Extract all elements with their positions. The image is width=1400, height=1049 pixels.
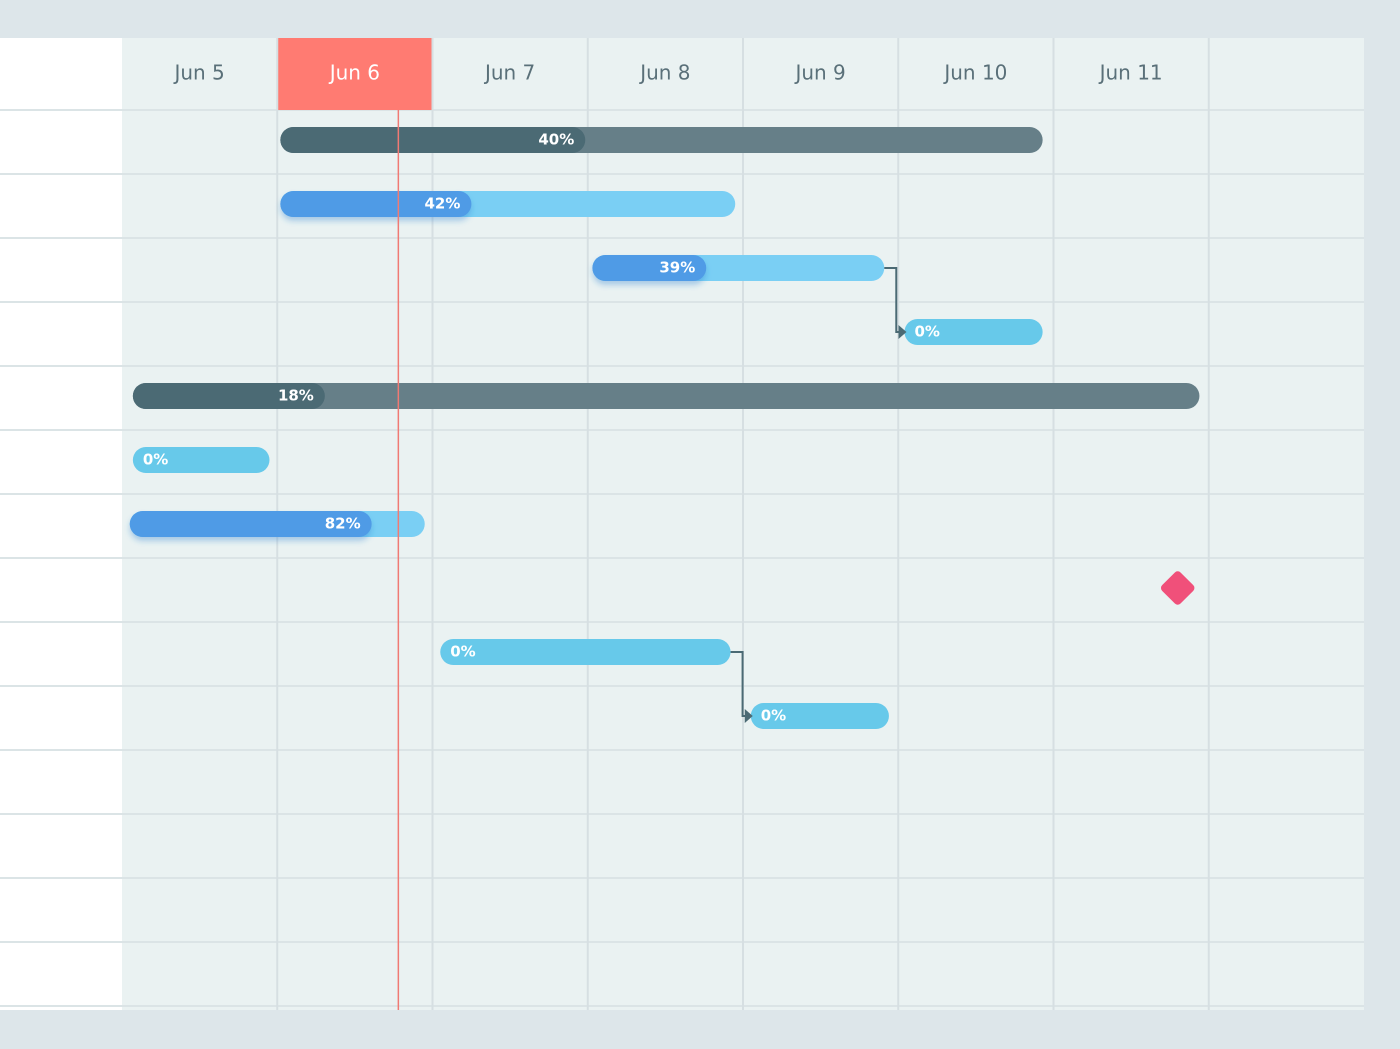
progress-label: 0% [914,323,939,341]
progress-label: 39% [659,259,695,277]
day-label: Jun 11 [1098,61,1163,85]
task-list-area [0,38,122,1010]
task-bar [904,319,1043,345]
day-label: Jun 7 [483,61,535,85]
day-label: Jun 8 [638,61,690,85]
progress-bar [280,191,472,217]
progress-label: 42% [424,195,460,213]
progress-bar [132,383,325,409]
day-label: Jun 6 [328,61,380,85]
progress-bar [129,511,372,537]
summary-bar [132,383,1200,409]
milestone [1160,571,1195,605]
task-bar [440,639,731,665]
task-bar [132,447,270,473]
progress-label: 18% [278,387,314,405]
dependency-arrow [898,325,907,339]
day-label: Jun 10 [942,61,1007,85]
today-header [277,38,433,110]
dependency-arrow [744,709,753,723]
progress-bar [592,255,707,281]
task-bar [750,703,889,729]
progress-label: 0% [450,643,475,661]
progress-label: 82% [325,515,361,533]
progress-label: 0% [761,707,786,725]
day-label: Jun 9 [793,61,845,85]
progress-bar [280,127,586,153]
day-label: Jun 5 [172,61,224,85]
progress-label: 40% [538,131,574,149]
progress-label: 0% [143,451,168,469]
